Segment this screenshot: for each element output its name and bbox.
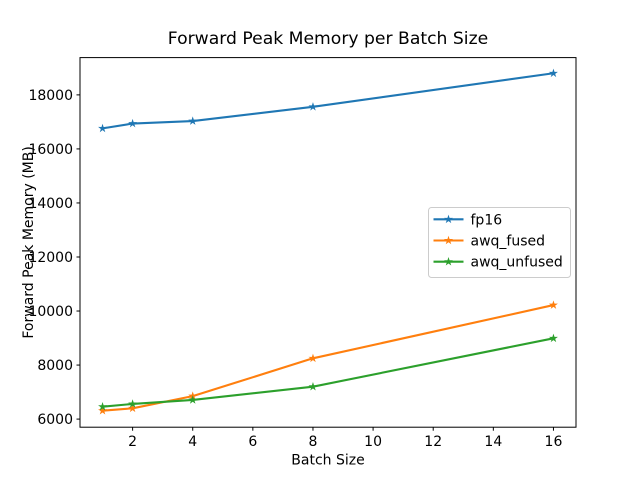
y-tick-label: 16000 bbox=[28, 142, 73, 158]
y-axis-label: Forward Peak Memory (MB) bbox=[21, 146, 37, 338]
series-line-awq_unfused bbox=[101, 337, 555, 408]
chart-title: Forward Peak Memory per Batch Size bbox=[168, 29, 488, 49]
star-marker-icon-fp16-batch8 bbox=[308, 102, 318, 111]
star-marker-icon-fp16-batch1 bbox=[98, 123, 108, 133]
y-tick-label: 6000 bbox=[37, 412, 73, 428]
y-tick-label: 18000 bbox=[28, 88, 73, 104]
x-tick-label: 14 bbox=[484, 434, 502, 450]
legend-label: awq_unfused bbox=[471, 255, 563, 271]
x-tick-label: 16 bbox=[545, 434, 563, 450]
x-tick-label: 12 bbox=[424, 434, 442, 450]
star-marker-icon-awq_fused-batch16 bbox=[548, 300, 558, 309]
star-marker-icon-fp16-batch4 bbox=[188, 116, 198, 125]
star-marker-icon-fp16-batch2 bbox=[128, 118, 138, 128]
x-tick-label: 6 bbox=[248, 434, 257, 450]
star-marker-icon-awq_unfused-batch4 bbox=[188, 395, 198, 404]
series-line-fp16 bbox=[101, 72, 555, 130]
x-tick-label: 2 bbox=[128, 434, 137, 450]
legend-box bbox=[428, 207, 571, 278]
x-tick-label: 8 bbox=[309, 434, 318, 450]
y-tick-label: 14000 bbox=[28, 196, 73, 212]
legend-star-icon bbox=[444, 235, 453, 245]
star-marker-icon-awq_fused-batch8 bbox=[308, 353, 318, 363]
y-tick-label: 8000 bbox=[37, 358, 73, 374]
star-marker-icon-awq_unfused-batch1 bbox=[98, 401, 108, 411]
legend-label: fp16 bbox=[471, 212, 503, 228]
star-marker-icon-awq_unfused-batch2 bbox=[128, 399, 138, 408]
legend-star-icon bbox=[444, 214, 453, 224]
y-tick-label: 10000 bbox=[28, 304, 73, 320]
legend-star-icon bbox=[444, 257, 453, 266]
y-tick-label: 12000 bbox=[28, 250, 73, 266]
x-tick-label: 4 bbox=[188, 434, 197, 450]
star-marker-icon-awq_fused-batch1 bbox=[98, 406, 108, 415]
star-marker-icon-fp16-batch16 bbox=[548, 68, 558, 78]
star-marker-icon-awq_fused-batch2 bbox=[128, 403, 138, 413]
x-tick-label: 10 bbox=[364, 434, 382, 450]
series-line-awq_fused bbox=[101, 304, 555, 412]
x-axis-label: Batch Size bbox=[291, 453, 364, 469]
star-marker-icon-awq_unfused-batch8 bbox=[308, 381, 318, 391]
legend-label: awq_fused bbox=[471, 234, 546, 250]
star-marker-icon-awq_unfused-batch16 bbox=[548, 333, 558, 343]
axes-border bbox=[79, 57, 577, 428]
